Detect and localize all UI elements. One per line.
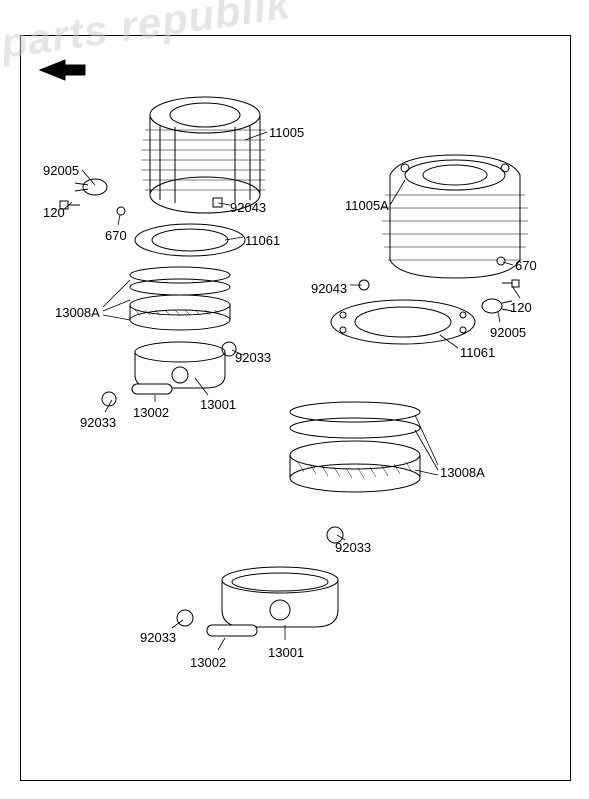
label-670-r: 670 bbox=[515, 258, 537, 273]
label-92005-l: 92005 bbox=[43, 163, 79, 178]
label-11061-r: 11061 bbox=[460, 345, 495, 360]
label-13001-r: 13001 bbox=[268, 645, 304, 660]
label-11061-l: 11061 bbox=[245, 233, 280, 248]
label-92043-l: 92043 bbox=[230, 200, 266, 215]
pin-92043-left bbox=[210, 195, 225, 210]
label-92033-r1: 92033 bbox=[335, 540, 371, 555]
piston-rings-front bbox=[120, 265, 240, 335]
circlip-r2 bbox=[175, 608, 195, 628]
label-92005-r: 92005 bbox=[490, 325, 526, 340]
gasket-front bbox=[130, 220, 250, 260]
label-92043-r: 92043 bbox=[311, 281, 347, 296]
label-13002-r: 13002 bbox=[190, 655, 226, 670]
label-92033-l1: 92033 bbox=[235, 350, 271, 365]
bolt-right bbox=[500, 275, 522, 293]
orientation-arrow bbox=[35, 55, 95, 95]
label-13008A-r: 13008A bbox=[440, 465, 485, 480]
label-13001-l: 13001 bbox=[200, 397, 236, 412]
label-670-l: 670 bbox=[105, 228, 127, 243]
label-92033-l2: 92033 bbox=[80, 415, 116, 430]
circlip-l2 bbox=[100, 390, 118, 408]
piston-pin-front bbox=[130, 380, 175, 398]
piston-rings-rear bbox=[280, 400, 430, 500]
pin-670-right bbox=[495, 255, 507, 267]
gasket-rear bbox=[325, 295, 480, 350]
label-13002-l: 13002 bbox=[133, 405, 169, 420]
label-92033-r2: 92033 bbox=[140, 630, 176, 645]
label-120-r: 120 bbox=[510, 300, 532, 315]
label-11005A-r: 11005A bbox=[345, 198, 389, 213]
piston-pin-rear bbox=[205, 620, 260, 640]
label-11005-l: 11005 bbox=[269, 125, 304, 140]
label-120-l: 120 bbox=[43, 205, 65, 220]
label-13008A-l: 13008A bbox=[55, 305, 100, 320]
pin-670-left bbox=[115, 205, 127, 217]
